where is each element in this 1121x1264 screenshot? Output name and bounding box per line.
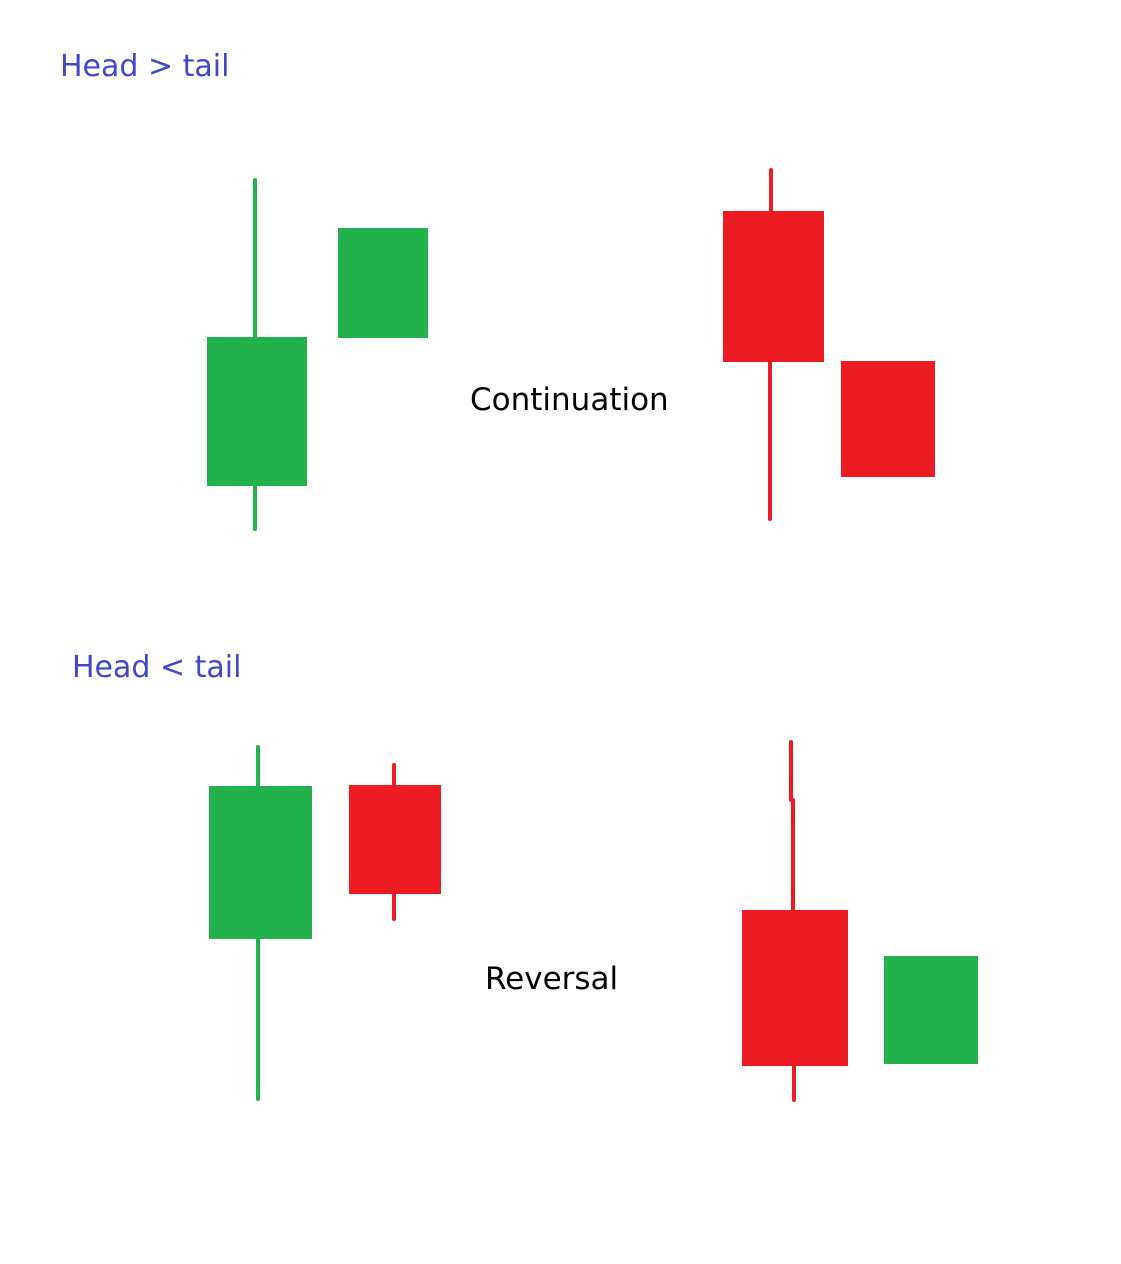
- bearish-gap-down-body: [841, 361, 935, 477]
- heading-head-greater-than-tail: Head > tail: [60, 49, 229, 84]
- candle-body: [349, 785, 441, 894]
- label-continuation: Continuation: [470, 382, 669, 418]
- bullish-body: [884, 956, 978, 1064]
- bearish-continuation-pair: [723, 168, 935, 521]
- candle-body: [884, 956, 978, 1064]
- section-head-less-than-tail: Head < tail Reversal: [72, 650, 978, 1102]
- candle-body: [723, 211, 824, 362]
- bullish-reversal-pair: [742, 740, 978, 1102]
- candle-body: [207, 337, 307, 486]
- label-reversal: Reversal: [485, 961, 618, 997]
- bearish-small-candle: [349, 763, 441, 921]
- candle-body: [742, 910, 848, 1066]
- bearish-long-candle: [742, 740, 848, 1102]
- bullish-continuation-pair: [207, 178, 428, 531]
- bullish-long-candle: [207, 178, 307, 531]
- candle-body: [209, 786, 312, 939]
- bullish-gap-up-body: [338, 228, 428, 338]
- bearish-long-candle: [723, 168, 824, 521]
- candle-body: [338, 228, 428, 338]
- heading-head-less-than-tail: Head < tail: [72, 650, 241, 685]
- section-head-greater-than-tail: Head > tail Continuation: [60, 49, 935, 531]
- bullish-long-candle: [209, 745, 312, 1101]
- bearish-reversal-pair: [209, 745, 441, 1101]
- candle-body: [841, 361, 935, 477]
